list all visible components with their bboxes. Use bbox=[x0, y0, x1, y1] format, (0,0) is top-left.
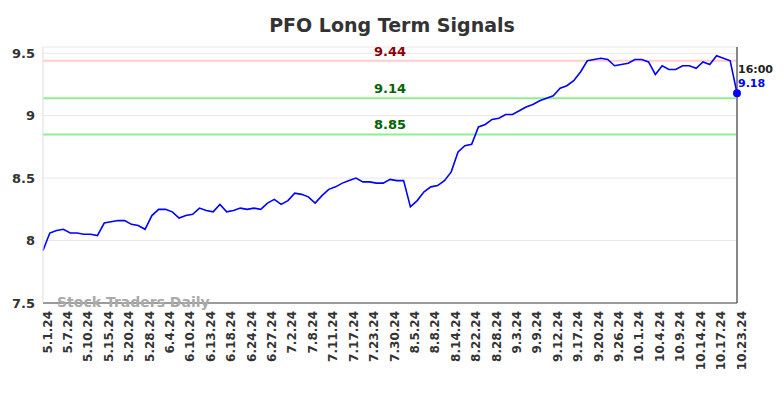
svg-text:5.7.24: 5.7.24 bbox=[61, 311, 75, 354]
svg-text:7.8.24: 7.8.24 bbox=[306, 311, 320, 354]
svg-text:9.14: 9.14 bbox=[374, 81, 406, 96]
svg-text:5.1.24: 5.1.24 bbox=[41, 311, 55, 354]
svg-text:8: 8 bbox=[26, 233, 35, 248]
svg-text:10.17.24: 10.17.24 bbox=[714, 311, 728, 370]
svg-text:10.4.24: 10.4.24 bbox=[653, 311, 667, 362]
svg-text:6.24.24: 6.24.24 bbox=[245, 311, 259, 362]
svg-text:6.13.24: 6.13.24 bbox=[204, 311, 218, 362]
svg-text:10.1.24: 10.1.24 bbox=[632, 311, 646, 362]
svg-text:7.30.24: 7.30.24 bbox=[388, 311, 402, 362]
svg-text:6.10.24: 6.10.24 bbox=[183, 311, 197, 362]
svg-text:16:00: 16:00 bbox=[738, 63, 773, 76]
svg-text:8.5.24: 8.5.24 bbox=[408, 311, 422, 354]
svg-text:5.20.24: 5.20.24 bbox=[122, 311, 136, 362]
svg-text:6.4.24: 6.4.24 bbox=[163, 311, 177, 354]
svg-text:5.15.24: 5.15.24 bbox=[102, 311, 116, 362]
svg-text:5.28.24: 5.28.24 bbox=[143, 311, 157, 362]
svg-text:9.20.24: 9.20.24 bbox=[592, 311, 606, 362]
svg-text:10.23.24: 10.23.24 bbox=[735, 311, 749, 370]
svg-text:7.2.24: 7.2.24 bbox=[285, 311, 299, 354]
svg-text:9.12.24: 9.12.24 bbox=[551, 311, 565, 362]
svg-text:9.18: 9.18 bbox=[738, 77, 765, 90]
svg-text:5.10.24: 5.10.24 bbox=[81, 311, 95, 362]
svg-text:10.9.24: 10.9.24 bbox=[673, 311, 687, 362]
svg-text:9.17.24: 9.17.24 bbox=[571, 311, 585, 362]
svg-text:8.85: 8.85 bbox=[374, 117, 406, 132]
svg-text:7.17.24: 7.17.24 bbox=[347, 311, 361, 362]
svg-text:8.5: 8.5 bbox=[12, 171, 35, 186]
html-text:Stock Traders Daily: Stock Traders Daily bbox=[57, 294, 210, 310]
svg-text:9.44: 9.44 bbox=[374, 44, 406, 59]
svg-text:9.5: 9.5 bbox=[12, 46, 35, 61]
svg-text:7.23.24: 7.23.24 bbox=[367, 311, 381, 362]
html-text:PFO Long Term Signals: PFO Long Term Signals bbox=[269, 14, 515, 36]
svg-text:8.28.24: 8.28.24 bbox=[490, 311, 504, 362]
svg-text:7.5: 7.5 bbox=[12, 296, 35, 311]
svg-text:6.27.24: 6.27.24 bbox=[265, 311, 279, 362]
svg-text:8.22.24: 8.22.24 bbox=[469, 311, 483, 362]
svg-text:8.14.24: 8.14.24 bbox=[449, 311, 463, 362]
svg-text:9.26.24: 9.26.24 bbox=[612, 311, 626, 362]
svg-text:7.11.24: 7.11.24 bbox=[326, 311, 340, 362]
svg-text:9.9.24: 9.9.24 bbox=[530, 311, 544, 354]
svg-text:10.14.24: 10.14.24 bbox=[694, 311, 708, 370]
svg-text:9.3.24: 9.3.24 bbox=[510, 311, 524, 354]
svg-text:6.18.24: 6.18.24 bbox=[224, 311, 238, 362]
svg-text:8.8.24: 8.8.24 bbox=[428, 311, 442, 354]
svg-text:9: 9 bbox=[26, 108, 35, 123]
